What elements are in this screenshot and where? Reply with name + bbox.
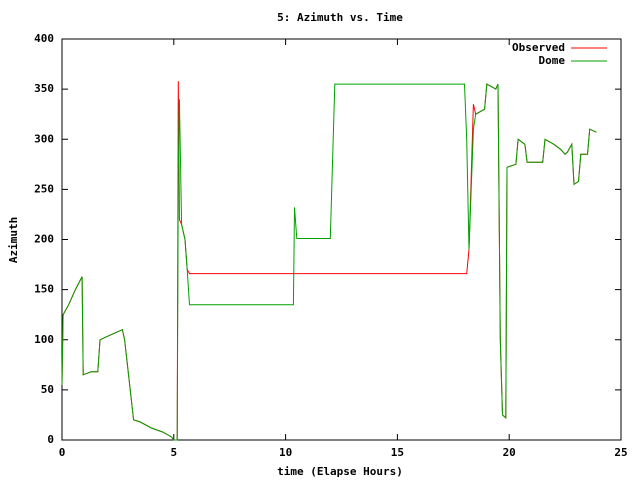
x-tick-label: 20 [503,446,516,459]
x-tick-label: 10 [279,446,292,459]
y-tick-label: 350 [34,82,54,95]
data-line [61,83,597,441]
y-tick-label: 250 [34,182,54,195]
y-tick-label: 200 [34,233,54,246]
x-tick-label: 0 [59,446,66,459]
plot-border [61,38,622,441]
chart-title: 5: Azimuth vs. Time [277,11,403,24]
data-line [61,81,597,441]
x-tick-label: 15 [391,446,404,459]
x-tick-label: 5 [170,446,177,459]
y-tick-label: 50 [41,383,54,396]
y-tick-label: 100 [34,333,54,346]
y-tick-label: 300 [34,132,54,145]
x-tick-label: 25 [614,446,627,459]
legend-label: Dome [539,54,566,67]
y-tick-label: 0 [47,433,54,446]
y-tick-label: 400 [34,32,54,45]
legend-label: Observed [512,41,565,54]
y-axis-label: Azimuth [7,217,20,263]
x-axis-label: time (Elapse Hours) [277,465,403,478]
y-tick-label: 150 [34,283,54,296]
